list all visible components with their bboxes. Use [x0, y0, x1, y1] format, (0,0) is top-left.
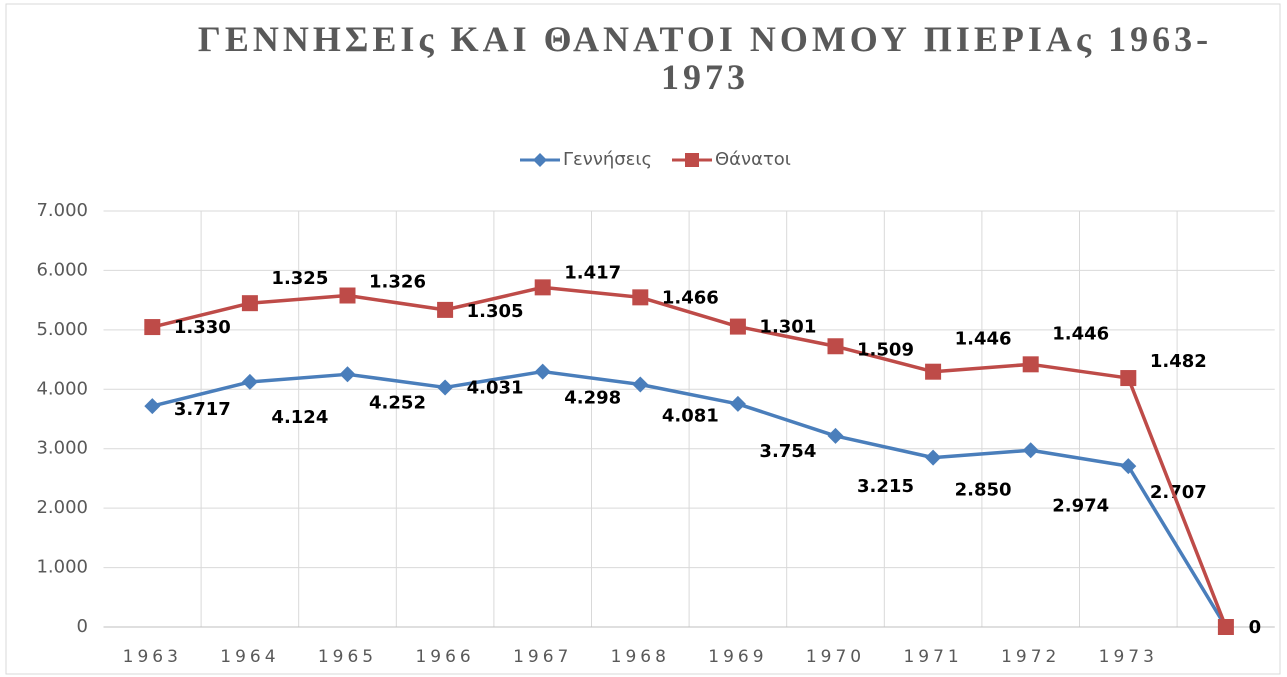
data-point: [241, 295, 258, 312]
data-point: [339, 287, 356, 304]
data-point: [144, 398, 161, 415]
y-tick-label: 2.000: [36, 497, 88, 518]
y-tick-label: 4.000: [36, 378, 88, 399]
data-point: [144, 319, 161, 336]
data-label: 1.446: [955, 329, 1012, 350]
data-label: 1.466: [662, 287, 719, 308]
data-label: 4.252: [369, 392, 426, 413]
data-label: 1.482: [1150, 351, 1207, 372]
y-tick-label: 3.000: [36, 438, 88, 459]
data-label: 2.850: [955, 480, 1012, 501]
data-point: [729, 318, 746, 335]
x-tick-label: 1970: [806, 647, 865, 667]
data-label: 1.325: [271, 268, 328, 289]
legend-marker: [685, 153, 699, 167]
data-point: [1120, 370, 1137, 387]
y-tick-label: 5.000: [36, 319, 88, 340]
x-tick-label: 1964: [220, 647, 279, 667]
data-point: [339, 366, 356, 383]
data-point: [534, 279, 551, 296]
data-label: 1.326: [369, 272, 426, 293]
data-point: [437, 379, 454, 396]
legend-marker: [533, 153, 547, 167]
legend-label: Γεννήσεις: [563, 149, 652, 170]
y-tick-label: 7.000: [36, 200, 88, 221]
data-label: 1.509: [857, 339, 914, 360]
y-tick-label: 6.000: [36, 259, 88, 280]
data-point: [534, 363, 551, 380]
data-point: [1217, 619, 1234, 635]
x-tick-label: 1971: [903, 647, 962, 667]
x-tick-label: 1967: [513, 647, 572, 667]
data-label: 3.215: [857, 476, 914, 497]
y-tick-label: 1.000: [36, 557, 88, 578]
data-label: 1.417: [564, 262, 621, 283]
y-tick-label: 0: [77, 616, 88, 637]
data-point: [925, 363, 942, 380]
data-label: 2.974: [1052, 495, 1109, 516]
data-label: 4.124: [271, 407, 328, 428]
chart-title: ΓΕΝΝΗΣΕΙς ΚΑΙ ΘΑΝΑΤΟΙ ΝΟΜΟΥ ΠΙΕΡΙΑς 1963…: [197, 19, 1213, 97]
data-label: 1.446: [1052, 323, 1109, 344]
data-label: 1.305: [467, 301, 524, 322]
data-point: [632, 376, 649, 393]
x-tick-label: 1968: [611, 647, 670, 667]
data-point: [632, 289, 649, 306]
line-1: [151, 285, 1228, 628]
x-tick-label: 1965: [318, 647, 377, 667]
data-point: [827, 427, 844, 444]
x-tick-label: 1972: [1001, 647, 1060, 667]
data-point: [827, 338, 844, 355]
x-tick-label: 1963: [123, 647, 182, 667]
data-label: 4.298: [564, 388, 621, 409]
x-tick-label: 1969: [708, 647, 767, 667]
data-label: 3.754: [759, 441, 816, 462]
data-point: [437, 301, 454, 318]
data-label: 1.330: [174, 317, 231, 338]
data-point: [1022, 356, 1039, 373]
chart-border: [5, 3, 1281, 675]
data-label: 1.301: [759, 317, 816, 338]
data-point: [729, 395, 746, 412]
line-0: [151, 369, 1228, 628]
data-point: [925, 449, 942, 466]
data-label: 4.081: [662, 405, 719, 426]
legend-label: Θάνατοι: [715, 149, 791, 170]
data-label: 0: [1249, 617, 1262, 638]
data-point: [241, 373, 258, 390]
x-tick-label: 1973: [1099, 647, 1158, 667]
data-label: 4.031: [467, 377, 524, 398]
data-label: 2.707: [1150, 482, 1207, 503]
data-point: [1120, 458, 1137, 475]
x-tick-label: 1966: [415, 647, 474, 667]
data-label: 3.717: [174, 399, 231, 420]
data-point: [1022, 442, 1039, 459]
